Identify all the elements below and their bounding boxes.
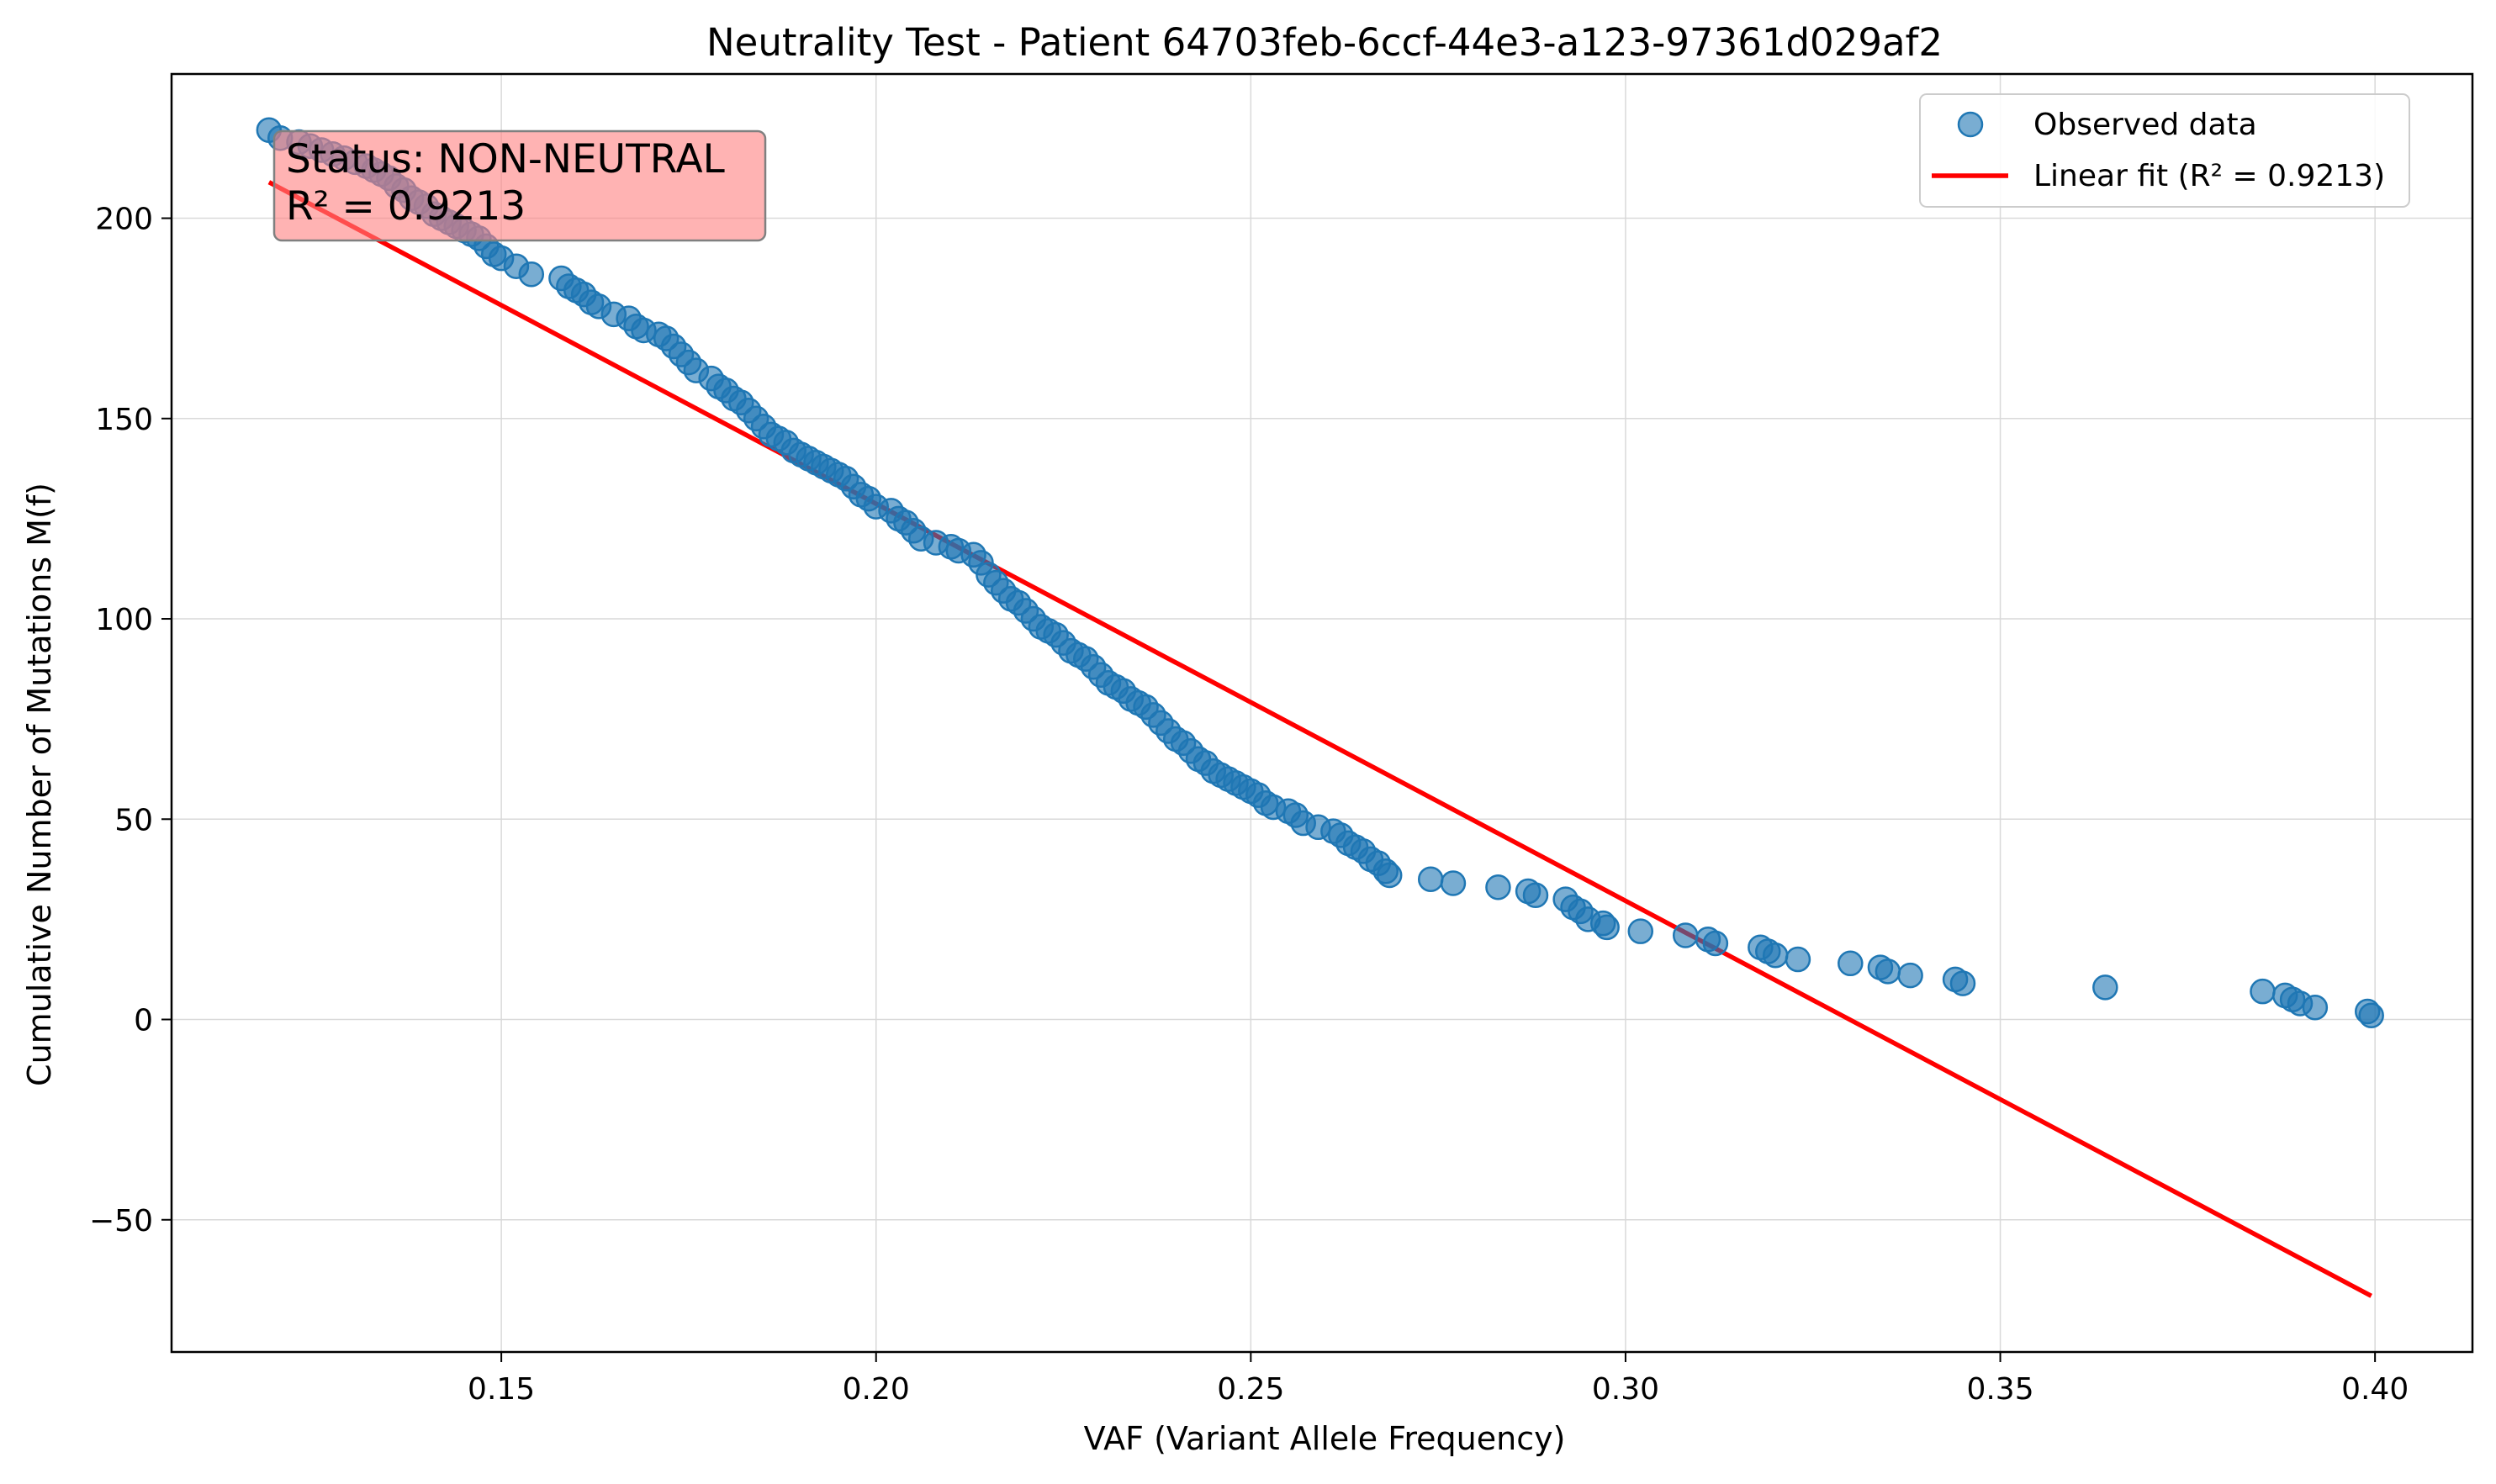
y-axis: −50 0 50 100 150 200 bbox=[89, 203, 172, 1238]
y-tick-label: −50 bbox=[89, 1204, 153, 1238]
status-box bbox=[272, 129, 767, 242]
y-tick-label: 50 bbox=[114, 803, 153, 837]
x-tick-label: 0.35 bbox=[1966, 1372, 2033, 1407]
x-tick-label: 0.20 bbox=[843, 1372, 910, 1407]
legend: Observed data Linear fit (R² = 0.9213) bbox=[1919, 93, 2410, 208]
legend-label-fit: Linear fit (R² = 0.9213) bbox=[2033, 159, 2385, 193]
y-tick-label: 100 bbox=[95, 603, 153, 637]
data-point bbox=[1785, 946, 1811, 973]
data-point bbox=[1838, 950, 1864, 977]
data-point bbox=[1522, 882, 1549, 909]
data-point bbox=[1417, 866, 1444, 892]
data-point bbox=[1485, 874, 1511, 900]
chart-title: Neutrality Test - Patient 64703feb-6ccf-… bbox=[706, 20, 1943, 65]
data-point bbox=[2358, 1002, 2384, 1028]
legend-box bbox=[1919, 93, 2410, 208]
data-point bbox=[1875, 959, 1901, 985]
data-point bbox=[1376, 862, 1403, 889]
data-point bbox=[1762, 943, 1789, 969]
data-point bbox=[1627, 918, 1654, 944]
y-axis-title: Cumulative Number of Mutations M(f) bbox=[21, 483, 58, 1086]
x-axis-title: VAF (Variant Allele Frequency) bbox=[1084, 1420, 1566, 1457]
data-point bbox=[1440, 870, 1467, 896]
data-point bbox=[2302, 994, 2329, 1021]
data-point bbox=[1672, 922, 1699, 948]
grid bbox=[172, 74, 2472, 1352]
data-point bbox=[2092, 974, 2118, 1001]
data-point bbox=[1594, 914, 1620, 941]
x-tick-label: 0.25 bbox=[1217, 1372, 1284, 1407]
data-point bbox=[518, 261, 545, 288]
y-tick-label: 0 bbox=[134, 1004, 153, 1038]
plot-area-frame bbox=[170, 72, 2474, 1354]
data-point bbox=[1949, 970, 1976, 996]
status-label: Status: NON-NEUTRAL bbox=[286, 136, 725, 182]
x-axis: 0.15 0.20 0.25 0.30 0.35 0.40 bbox=[468, 1352, 2409, 1407]
legend-label-observed: Observed data bbox=[2033, 108, 2257, 142]
fit-line bbox=[267, 180, 2372, 1298]
x-tick-label: 0.40 bbox=[2341, 1372, 2409, 1407]
x-tick-label: 0.30 bbox=[1592, 1372, 1659, 1407]
x-tick-label: 0.15 bbox=[468, 1372, 535, 1407]
fit-layer bbox=[267, 180, 2372, 1298]
legend-marker-observed bbox=[1957, 111, 1984, 138]
data-point bbox=[1897, 962, 1923, 989]
y-tick-label: 200 bbox=[95, 203, 153, 237]
y-tick-label: 150 bbox=[95, 403, 153, 437]
data-point bbox=[2250, 978, 2276, 1005]
r-squared-label: R² = 0.9213 bbox=[286, 183, 526, 230]
data-point bbox=[1702, 930, 1729, 957]
